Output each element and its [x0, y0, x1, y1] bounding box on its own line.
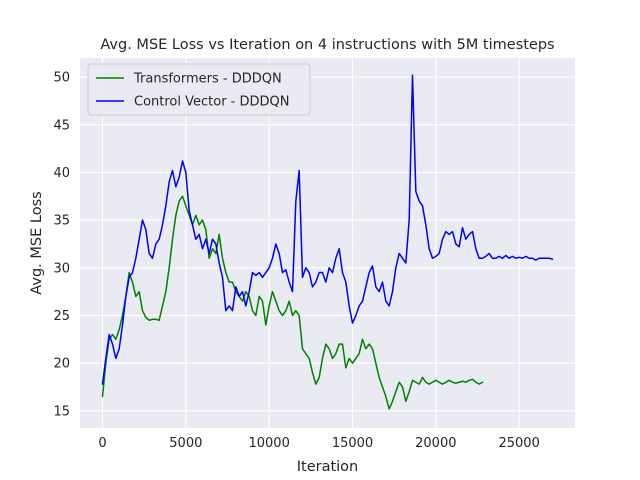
x-tick-labels: 0 5000 10000 15000 20000 25000	[98, 436, 539, 451]
x-tick-label: 5000	[169, 436, 202, 451]
x-tick-label: 10000	[248, 436, 289, 451]
legend-box	[87, 63, 311, 116]
x-tick-label: 0	[98, 436, 106, 451]
legend-label-transformers: Transformers - DDDQN	[133, 72, 282, 87]
x-tick-label: 15000	[332, 436, 373, 451]
x-tick-label: 20000	[415, 436, 456, 451]
legend-label-control-vector: Control Vector - DDDQN	[134, 95, 290, 110]
y-tick-label: 25	[53, 309, 70, 324]
y-tick-label: 20	[53, 357, 70, 372]
y-tick-label: 30	[53, 261, 70, 276]
y-tick-label: 45	[53, 118, 70, 133]
grid	[80, 58, 575, 428]
y-axis-title: Avg. MSE Loss	[29, 191, 45, 294]
y-tick-label: 40	[53, 166, 70, 181]
series-line-control-vector	[101, 74, 554, 385]
y-tick-labels: 15 20 25 30 35 40 45 50	[53, 71, 70, 420]
y-tick-label: 35	[53, 214, 70, 229]
chart-title: Avg. MSE Loss vs Iteration on 4 instruct…	[100, 37, 554, 53]
x-tick-label: 25000	[498, 436, 539, 451]
y-tick-label: 15	[53, 404, 70, 419]
series-line-transformers	[101, 195, 484, 410]
x-axis-title: Iteration	[297, 459, 359, 475]
plot-area	[80, 58, 575, 428]
series-lines	[101, 74, 554, 410]
legend: Transformers - DDDQN Control Vector - DD…	[87, 63, 311, 116]
y-tick-label: 50	[53, 71, 70, 86]
